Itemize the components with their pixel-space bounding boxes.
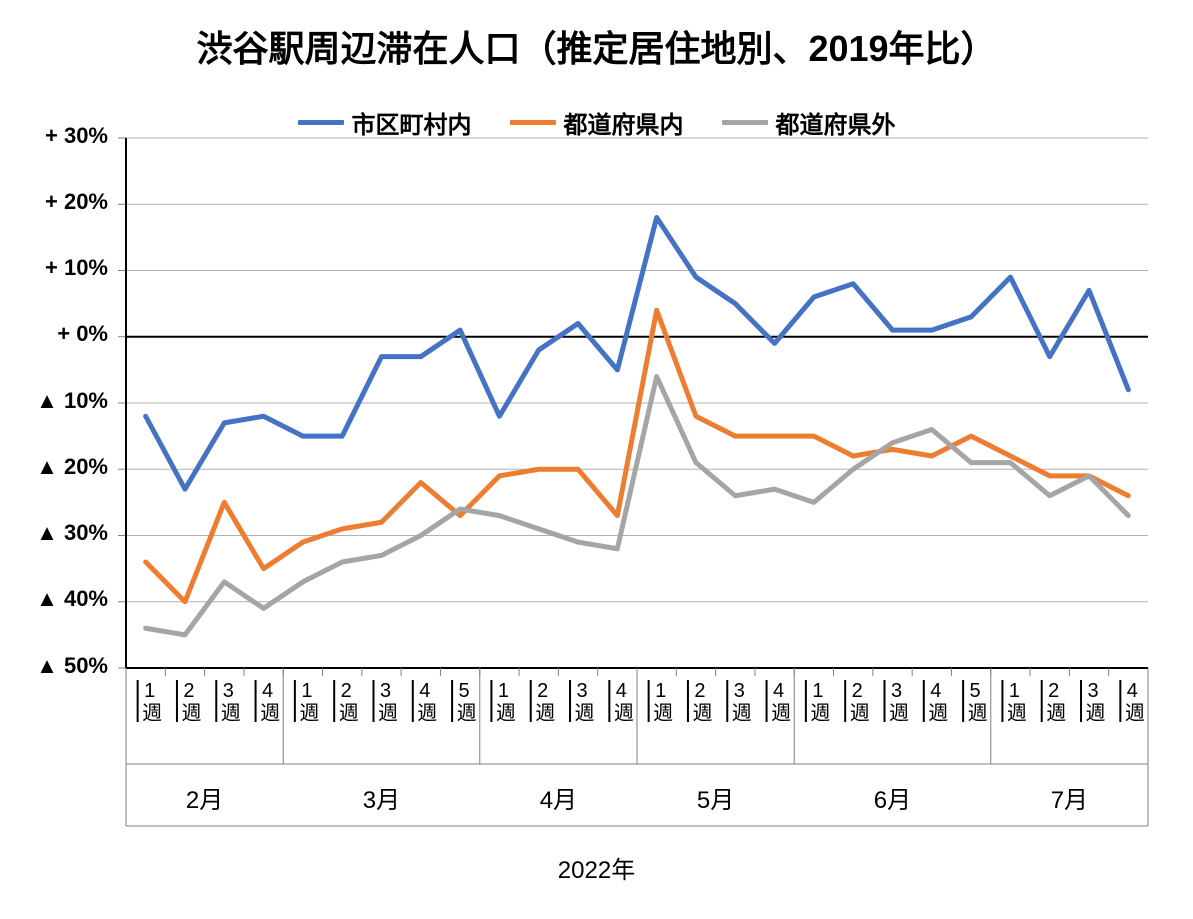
x-month-label: 4月 [480,780,637,815]
y-axis-label: ▲ 40% [0,586,108,612]
year-label: 2022年 [0,850,1193,885]
x-week-label: 1週 [647,680,676,722]
x-week-label: 4週 [607,680,636,722]
x-week-label: 4週 [1118,680,1147,722]
x-week-label: 3週 [1079,680,1108,722]
y-axis-label: + 30% [0,123,108,149]
x-week-label: 1週 [804,680,833,722]
x-week-label: 4週 [765,680,794,722]
x-month-label: 6月 [794,780,991,815]
x-week-label: 2週 [175,680,204,722]
y-axis-label: + 20% [0,189,108,215]
y-axis-label: + 0% [0,321,108,347]
x-month-label: 7月 [991,780,1148,815]
x-week-label: 1週 [136,680,165,722]
x-month-label: 5月 [637,780,794,815]
x-week-label: 1週 [293,680,322,722]
x-week-label: 5週 [961,680,990,722]
x-week-label: 5週 [450,680,479,722]
x-week-label: 1週 [1000,680,1029,722]
x-week-label: 3週 [725,680,754,722]
x-week-label: 3週 [372,680,401,722]
chart-container: 渋谷駅周辺滞在人口（推定居住地別、2019年比） 市区町村内都道府県内都道府県外… [0,0,1193,919]
x-week-label: 3週 [214,680,243,722]
x-month-label: 3月 [283,780,480,815]
x-week-label: 3週 [568,680,597,722]
y-axis-label: ▲ 50% [0,653,108,679]
x-week-label: 2週 [686,680,715,722]
x-week-label: 1週 [489,680,518,722]
x-week-label: 2週 [1040,680,1069,722]
x-week-label: 3週 [883,680,912,722]
y-axis-label: ▲ 30% [0,520,108,546]
series-line [146,218,1129,490]
x-week-label: 2週 [843,680,872,722]
y-axis-label: ▲ 10% [0,388,108,414]
x-week-label: 4週 [411,680,440,722]
x-week-label: 2週 [332,680,361,722]
x-month-label: 2月 [126,780,283,815]
x-week-label: 2週 [529,680,558,722]
y-axis-label: ▲ 20% [0,454,108,480]
y-axis-label: + 10% [0,255,108,281]
x-week-label: 4週 [922,680,951,722]
x-week-label: 4週 [254,680,283,722]
